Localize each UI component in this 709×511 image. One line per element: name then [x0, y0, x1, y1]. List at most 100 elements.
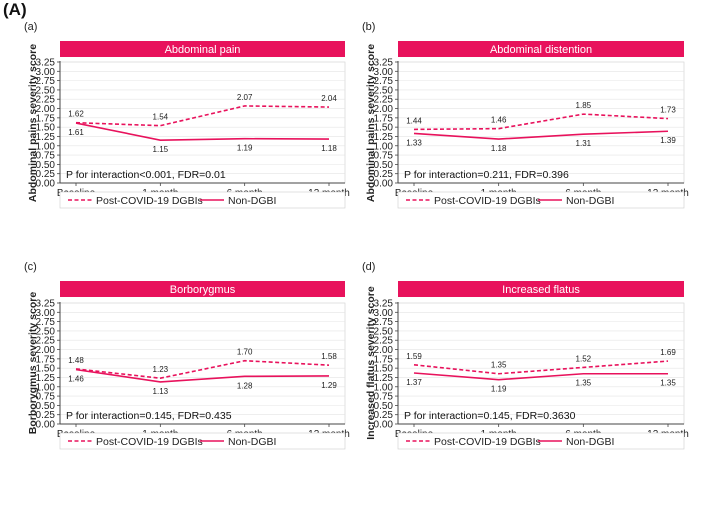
y-tick-label: 1.25	[36, 373, 56, 384]
data-label: 1.70	[237, 348, 253, 357]
data-label: 1.28	[237, 381, 253, 390]
y-tick-label: 2.75	[36, 76, 56, 87]
y-tick-label: 3.25	[374, 58, 394, 69]
y-tick-label: 1.25	[36, 132, 56, 143]
data-label: 1.29	[321, 381, 337, 390]
data-label: 1.35	[576, 379, 592, 388]
data-label: 1.61	[68, 128, 84, 137]
y-tick-label: 0.50	[374, 401, 394, 412]
y-tick-label: 3.00	[36, 308, 56, 319]
data-label: 1.44	[406, 116, 422, 125]
y-axis-label: Borborygmus severity score	[27, 292, 39, 435]
y-tick-label: 2.50	[374, 326, 394, 337]
interaction-annotation: P for interaction=0.145, FDR=0.435	[66, 410, 232, 422]
series-line-post-covid	[75, 105, 330, 127]
chart-title: Abdominal pain	[165, 44, 241, 56]
y-tick-label: 1.00	[374, 382, 394, 393]
data-label: 1.37	[406, 378, 422, 387]
y-tick-label: 0.75	[374, 151, 394, 162]
y-tick-label: 0.00	[374, 179, 394, 190]
y-tick-label: 2.25	[374, 336, 394, 347]
data-label: 1.13	[153, 387, 169, 396]
interaction-annotation: P for interaction<0.001, FDR=0.01	[66, 169, 226, 181]
y-tick-label: 0.25	[36, 410, 56, 421]
data-label: 1.46	[68, 375, 84, 384]
y-axis-label: Abdominal pains severity score	[27, 44, 39, 202]
y-tick-label: 0.75	[36, 392, 56, 403]
series-line-post-covid	[75, 359, 330, 380]
series-line-non-dgbi	[75, 122, 330, 141]
interaction-annotation: P for interaction=0.145, FDR=0.3630	[404, 410, 576, 422]
y-tick-label: 2.75	[374, 76, 394, 87]
data-label: 1.39	[660, 136, 676, 145]
chart-panel-c: (c)Borborygmus0.000.250.500.751.001.251.…	[24, 261, 350, 450]
panel-label: (a)	[24, 21, 37, 33]
y-tick-label: 1.50	[36, 364, 56, 375]
data-label: 1.48	[68, 356, 84, 365]
y-tick-label: 1.00	[36, 382, 56, 393]
y-tick-label: 0.50	[36, 160, 56, 171]
y-tick-label: 3.25	[36, 58, 56, 69]
series-line-non-dgbi	[413, 130, 669, 140]
y-tick-label: 1.75	[374, 113, 394, 124]
panel-label: (d)	[362, 261, 375, 273]
data-label: 1.19	[237, 144, 253, 153]
chart-panel-d: (d)Increased flatus0.000.250.500.751.001…	[362, 261, 689, 450]
chart-title: Abdominal distention	[490, 44, 592, 56]
data-label: 1.19	[491, 385, 507, 394]
y-tick-label: 1.00	[374, 141, 394, 152]
title-bar	[60, 41, 345, 57]
y-axis-label: Abdominal pains severity score	[365, 44, 377, 202]
data-label: 2.07	[237, 93, 253, 102]
y-tick-label: 0.75	[374, 392, 394, 403]
data-label: 1.52	[576, 354, 592, 363]
y-tick-label: 0.00	[374, 420, 394, 431]
data-label: 1.15	[153, 145, 169, 154]
y-tick-label: 2.75	[36, 317, 56, 328]
series-line-post-covid	[413, 113, 669, 131]
legend-entry: Post-COVID-19 DGBIs	[96, 436, 203, 448]
data-label: 1.54	[153, 113, 169, 122]
data-label: 1.31	[576, 139, 592, 148]
legend-entry: Non-DGBI	[566, 436, 614, 448]
y-tick-label: 0.00	[36, 420, 56, 431]
y-tick-label: 0.25	[374, 410, 394, 421]
data-label: 1.18	[491, 144, 507, 153]
legend-entry: Post-COVID-19 DGBIs	[434, 436, 541, 448]
title-bar	[60, 281, 345, 297]
y-tick-label: 2.50	[36, 326, 56, 337]
legend: Post-COVID-19 DGBIs Non-DGBI	[59, 191, 346, 209]
y-tick-label: 3.25	[36, 299, 56, 310]
data-label: 1.35	[660, 379, 676, 388]
y-tick-label: 1.50	[36, 123, 56, 134]
y-tick-label: 0.25	[36, 169, 56, 180]
data-label: 1.46	[491, 116, 507, 125]
panel-label: (c)	[24, 261, 37, 273]
y-tick-label: 1.25	[374, 373, 394, 384]
data-label: 1.35	[491, 361, 507, 370]
panel-label: (b)	[362, 21, 375, 33]
legend-entry: Post-COVID-19 DGBIs	[434, 195, 541, 207]
y-tick-label: 1.75	[36, 113, 56, 124]
y-tick-label: 3.00	[374, 308, 394, 319]
series-line-non-dgbi	[75, 368, 330, 383]
y-tick-label: 0.00	[36, 179, 56, 190]
data-label: 1.73	[660, 106, 676, 115]
y-tick-label: 3.00	[36, 67, 56, 78]
y-tick-label: 3.25	[374, 299, 394, 310]
figure-label: (A)	[3, 0, 27, 19]
y-tick-label: 2.00	[374, 104, 394, 115]
y-tick-label: 0.25	[374, 169, 394, 180]
series-line-post-covid	[413, 360, 669, 375]
data-label: 1.62	[68, 110, 84, 119]
y-tick-label: 2.25	[36, 336, 56, 347]
y-tick-label: 2.25	[36, 95, 56, 106]
chart-title: Borborygmus	[170, 284, 236, 296]
y-axis-label: Increased flatus severity score	[365, 286, 377, 440]
y-tick-label: 0.50	[36, 401, 56, 412]
y-tick-label: 0.75	[36, 151, 56, 162]
data-label: 1.69	[660, 348, 676, 357]
y-tick-label: 2.00	[374, 345, 394, 356]
y-tick-label: 2.25	[374, 95, 394, 106]
